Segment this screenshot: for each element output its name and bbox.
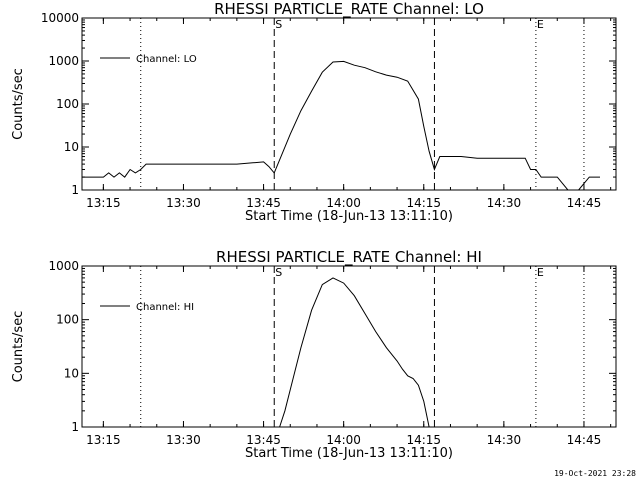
- x-tick-label: 14:30: [487, 433, 522, 447]
- x-tick-label: 14:00: [326, 433, 361, 447]
- series-line: [82, 60, 600, 191]
- y-tick-label: 1000: [48, 54, 79, 68]
- y-tick-label: 1: [71, 420, 79, 434]
- timestamp-stamp: 19-Oct-2021 23:28: [554, 469, 636, 478]
- x-tick-label: 13:45: [246, 433, 281, 447]
- y-tick-label: 10: [64, 140, 79, 154]
- plot-frame: [81, 265, 617, 428]
- chart-title: RHESSI PARTICLE_RATE Channel: HI: [216, 248, 482, 267]
- y-tick-label: 1: [71, 183, 79, 197]
- x-tick-label: 14:45: [567, 433, 602, 447]
- x-tick-label: 14:45: [567, 196, 602, 210]
- y-tick-label: 100: [56, 97, 79, 111]
- y-tick-label: 1000: [48, 259, 79, 273]
- y-tick-label: 100: [56, 313, 79, 327]
- chart-panel-1: RHESSI PARTICLE_RATE Channel: LO 13:15 13:…: [11, 0, 617, 224]
- x-tick-label: 14:15: [406, 196, 441, 210]
- marker-label: S: [275, 266, 282, 279]
- marker-label: S: [275, 18, 282, 31]
- legend-entry: Channel: LO: [136, 54, 197, 65]
- x-tick-label: 14:30: [487, 196, 522, 210]
- x-tick-label: 13:30: [166, 433, 201, 447]
- y-axis-label: Counts/sec: [11, 311, 26, 383]
- legend-entry: Channel: HI: [136, 302, 194, 313]
- x-tick-label: 14:00: [326, 196, 361, 210]
- marker-label: E: [537, 266, 544, 279]
- chart-panel-2: RHESSI PARTICLE_RATE Channel: HI 13:15 13:…: [11, 248, 617, 461]
- marker-label: E: [537, 18, 544, 31]
- x-axis-label: Start Time (18-Jun-13 13:11:10): [245, 209, 453, 224]
- x-tick-label: 13:45: [246, 196, 281, 210]
- y-tick-label: 10000: [41, 11, 79, 25]
- x-tick-label: 14:15: [406, 433, 441, 447]
- series-line: [279, 277, 430, 428]
- x-tick-label: 13:15: [86, 196, 121, 210]
- x-axis-label: Start Time (18-Jun-13 13:11:10): [245, 446, 453, 461]
- x-tick-label: 13:30: [166, 196, 201, 210]
- x-tick-label: 13:15: [86, 433, 121, 447]
- y-axis-label: Counts/sec: [11, 68, 26, 140]
- y-tick-label: 10: [64, 366, 79, 380]
- chart-title: RHESSI PARTICLE_RATE Channel: LO: [214, 0, 484, 19]
